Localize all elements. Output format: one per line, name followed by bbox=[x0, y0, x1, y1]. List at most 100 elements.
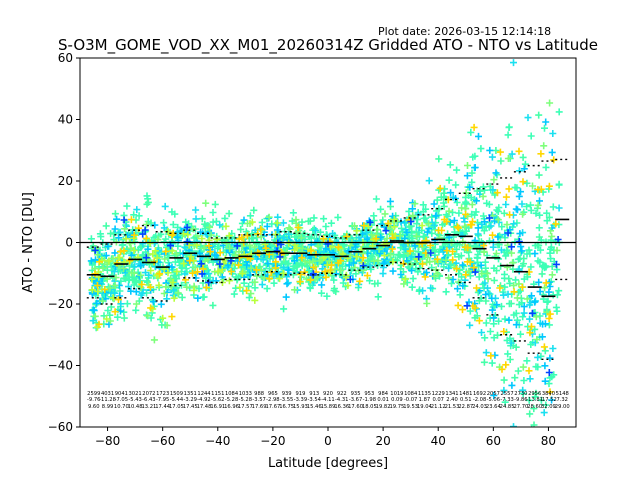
bin-stat-value: 1509 bbox=[170, 391, 183, 397]
bin-stat-value: 2557 bbox=[501, 391, 514, 397]
bin-stat-value: 17.48 bbox=[197, 404, 212, 410]
bin-stat-value: -3.54 bbox=[308, 397, 322, 403]
x-tick-label: 20 bbox=[375, 434, 390, 448]
bin-stat-value: 24.03 bbox=[472, 404, 487, 410]
bin-stat-value: 16.96 bbox=[224, 404, 239, 410]
y-tick-label: 60 bbox=[58, 51, 73, 65]
bin-stat-value: -3.67 bbox=[349, 397, 362, 403]
bin-stat-value: -9.76 bbox=[87, 397, 100, 403]
bin-stat-value: 10.70 bbox=[114, 404, 129, 410]
bin-stat-value: -11.28 bbox=[99, 397, 116, 403]
y-tick-label: 20 bbox=[58, 174, 73, 188]
bin-stat-value: -5.44 bbox=[170, 397, 184, 403]
x-tick-label: −60 bbox=[150, 434, 175, 448]
bin-stat-value: 1151 bbox=[211, 391, 224, 397]
scatter-points bbox=[87, 59, 563, 427]
bin-stat-value: 0.01 bbox=[377, 397, 389, 403]
bin-stat-value: 9.60 bbox=[88, 404, 100, 410]
bin-stat-value: 1723 bbox=[156, 391, 169, 397]
bin-stat-value: 19.04 bbox=[417, 404, 433, 410]
bin-stat-value: 2.40 bbox=[446, 397, 458, 403]
bin-stat-value: 16.91 bbox=[210, 404, 225, 410]
bin-stat-value: 17.57 bbox=[238, 404, 253, 410]
scatter-marker-group bbox=[91, 123, 560, 396]
bin-stat-value: 3840 bbox=[542, 391, 555, 397]
bin-stat-value: 2730 bbox=[514, 391, 527, 397]
bin-stat-value: -3.57 bbox=[252, 397, 265, 403]
bin-stat-value: 984 bbox=[378, 391, 389, 397]
bin-stat-value: -4.92 bbox=[197, 397, 210, 403]
bin-stat-value: -17.52 bbox=[540, 397, 557, 403]
bin-stat-value: 10.48 bbox=[128, 404, 143, 410]
bin-stat-value: 17.05 bbox=[169, 404, 184, 410]
bin-stat-value: 2072 bbox=[142, 391, 155, 397]
bin-stat-value: 1084 bbox=[404, 391, 418, 397]
bin-stat-value: 2956 bbox=[528, 391, 541, 397]
bin-stat-value: 1.87 bbox=[419, 397, 431, 403]
bin-stat-value: 1033 bbox=[239, 391, 252, 397]
x-tick-label: −40 bbox=[205, 434, 230, 448]
bin-stat-value: -6.43 bbox=[142, 397, 155, 403]
bin-stat-value: 16.75 bbox=[279, 404, 294, 410]
bin-stat-value: -9.86 bbox=[514, 397, 527, 403]
bin-stat-value: -5.62 bbox=[211, 397, 224, 403]
bin-statistics: 2599 4031 9041 3021 2072 1723 1509 1351 1244 1151… bbox=[87, 391, 570, 410]
bin-stat-value: 17.60 bbox=[348, 404, 363, 410]
y-axis-label: ATO - NTO [DU] bbox=[21, 192, 36, 293]
bin-stat-value: 4031 bbox=[101, 391, 114, 397]
bin-stat-value: -0.07 bbox=[404, 397, 417, 403]
bin-stat-value: 19.82 bbox=[376, 404, 391, 410]
bin-stat-value: 913 bbox=[309, 391, 319, 397]
y-tick-label: 0 bbox=[65, 236, 73, 250]
bin-stat-value: -4.31 bbox=[335, 397, 348, 403]
bin-stat-value: 1244 bbox=[197, 391, 211, 397]
x-tick-label: 40 bbox=[431, 434, 446, 448]
bin-stat-value: -5.28 bbox=[239, 397, 252, 403]
bin-stat-value: 1481 bbox=[459, 391, 472, 397]
bin-stat-value: 0.09 bbox=[391, 397, 403, 403]
bin-stat-value: 1135 bbox=[418, 391, 431, 397]
bin-stat-value: 3021 bbox=[129, 391, 142, 397]
bin-stat-value: 15.46 bbox=[307, 404, 322, 410]
bin-stat-value: 29.00 bbox=[555, 404, 570, 410]
bin-stat-value: 17.69 bbox=[252, 404, 267, 410]
bin-stat-value: 8.99 bbox=[102, 404, 114, 410]
bin-stat-value: -5.43 bbox=[128, 397, 141, 403]
bin-stat-value: 0.51 bbox=[460, 397, 472, 403]
bin-stat-value: 27.70 bbox=[513, 404, 528, 410]
bin-markers bbox=[86, 158, 570, 361]
bin-stat-value: 9041 bbox=[115, 391, 128, 397]
bin-stat-value: -3.39 bbox=[294, 397, 307, 403]
bin-stat-value: 988 bbox=[254, 391, 264, 397]
bin-stat-value: 18.05 bbox=[362, 404, 377, 410]
bin-stat-value: 13.21 bbox=[141, 404, 156, 410]
bin-stat-value: -5.06 bbox=[487, 397, 500, 403]
bin-stat-value: 920 bbox=[323, 391, 333, 397]
bin-stat-value: -2.98 bbox=[266, 397, 279, 403]
y-tick-label: −60 bbox=[48, 420, 73, 434]
bin-stat-value: 5148 bbox=[556, 391, 569, 397]
bin-stat-value: 1084 bbox=[225, 391, 239, 397]
bin-stat-value: 1229 bbox=[432, 391, 445, 397]
bin-stat-value: 16.36 bbox=[334, 404, 349, 410]
bin-stat-value: 22.87 bbox=[458, 404, 473, 410]
x-axis-label: Latitude [degrees] bbox=[268, 456, 388, 471]
bin-stat-value: 1351 bbox=[184, 391, 197, 397]
y-tick-label: −20 bbox=[48, 297, 73, 311]
bin-stat-value: 965 bbox=[268, 391, 278, 397]
bin-stat-value: 21.53 bbox=[445, 404, 460, 410]
bin-stat-value: -7.05 bbox=[115, 397, 128, 403]
bin-stat-value: -2.08 bbox=[473, 397, 486, 403]
bin-stat-value: 17.45 bbox=[183, 404, 198, 410]
x-tick-label: 80 bbox=[541, 434, 556, 448]
bin-stat-value: 15.93 bbox=[293, 404, 308, 410]
bin-stat-value: 1019 bbox=[390, 391, 403, 397]
bin-stat-value: -7.33 bbox=[500, 397, 513, 403]
plot-date: Plot date: 2026-03-15 12:14:18 bbox=[378, 25, 551, 38]
x-axis-ticks: −80 −60 −40 −20 0 20 40 60 80 bbox=[95, 427, 556, 448]
x-tick-label: −20 bbox=[260, 434, 285, 448]
bin-stat-value: 17.67 bbox=[265, 404, 280, 410]
bin-stat-value: 28.60 bbox=[527, 404, 542, 410]
bin-stat-value: 953 bbox=[364, 391, 374, 397]
